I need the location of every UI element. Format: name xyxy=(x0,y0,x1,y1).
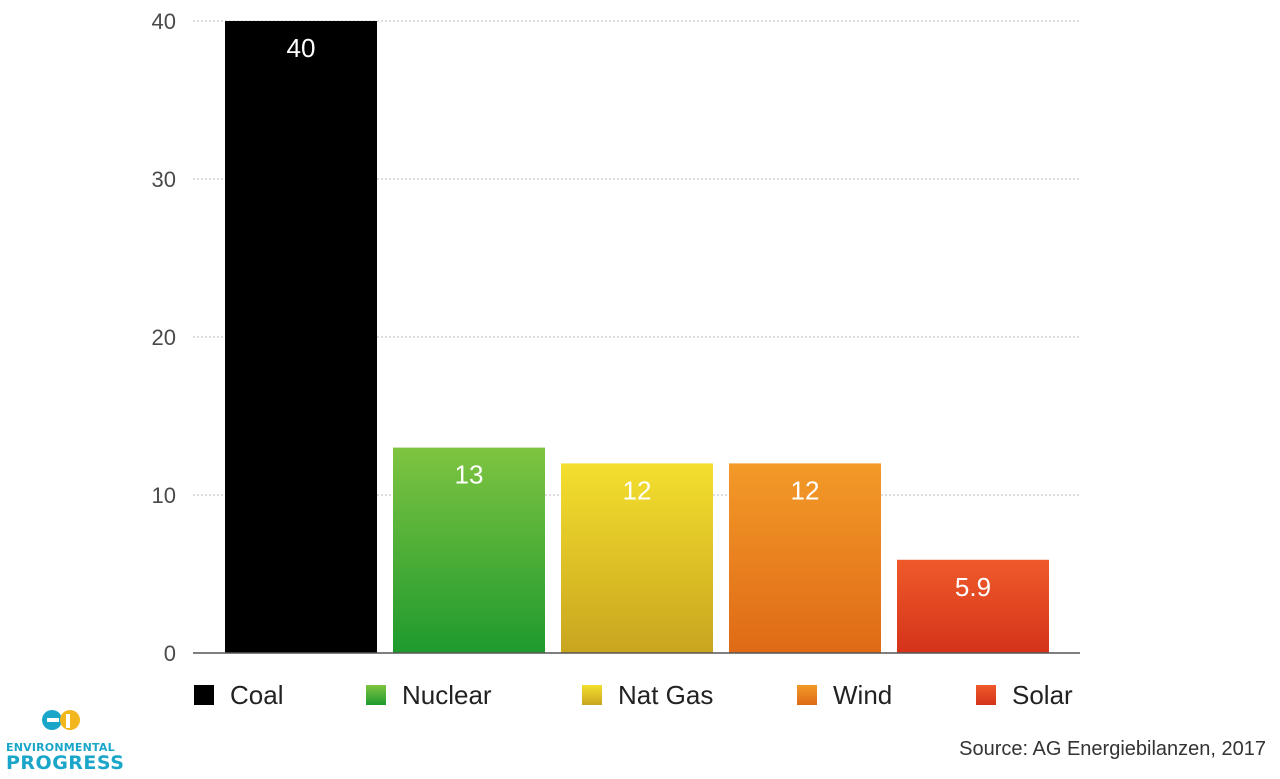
bars xyxy=(225,21,1049,653)
legend-label-nuclear: Nuclear xyxy=(402,680,492,710)
data-label-nuclear: 13 xyxy=(455,460,484,490)
data-label-wind: 12 xyxy=(791,475,820,505)
y-tick-label-40: 40 xyxy=(152,9,176,34)
source-note: Source: AG Energiebilanzen, 2017 xyxy=(959,738,1266,760)
y-tick-label-20: 20 xyxy=(152,325,176,350)
legend-label-nat-gas: Nat Gas xyxy=(618,680,713,710)
data-label-coal: 40 xyxy=(287,33,316,63)
y-axis-ticks: 0 10 20 30 40 xyxy=(152,9,176,666)
y-tick-label-10: 10 xyxy=(152,483,176,508)
bar-solar xyxy=(897,559,1049,653)
data-labels: 40 13 12 12 5.9 xyxy=(287,33,992,602)
environmental-progress-logo: ENVIRONMENTAL PROGRESS xyxy=(6,703,125,774)
data-label-solar: 5.9 xyxy=(955,572,991,602)
logo-text-line2: PROGRESS xyxy=(6,752,125,774)
legend-label-solar: Solar xyxy=(1012,680,1073,710)
bar-coal xyxy=(225,21,377,653)
legend-swatch-coal xyxy=(194,685,214,705)
legend-swatch-nat-gas xyxy=(582,685,602,705)
logo-mark-icon xyxy=(42,710,80,730)
bar-wind xyxy=(729,463,881,653)
y-tick-label-0: 0 xyxy=(164,641,176,666)
legend-swatch-wind xyxy=(797,685,817,705)
bar-nuclear xyxy=(393,447,545,653)
legend-label-coal: Coal xyxy=(230,680,283,710)
legend-swatch-nuclear xyxy=(366,685,386,705)
legend: Coal Nuclear Nat Gas Wind Solar xyxy=(194,680,1073,710)
legend-swatch-solar xyxy=(976,685,996,705)
data-label-nat-gas: 12 xyxy=(623,475,652,505)
y-tick-label-30: 30 xyxy=(152,167,176,192)
logo-text-line1: ENVIRONMENTAL xyxy=(6,741,115,754)
legend-label-wind: Wind xyxy=(833,680,892,710)
bar-nat-gas xyxy=(561,463,713,653)
